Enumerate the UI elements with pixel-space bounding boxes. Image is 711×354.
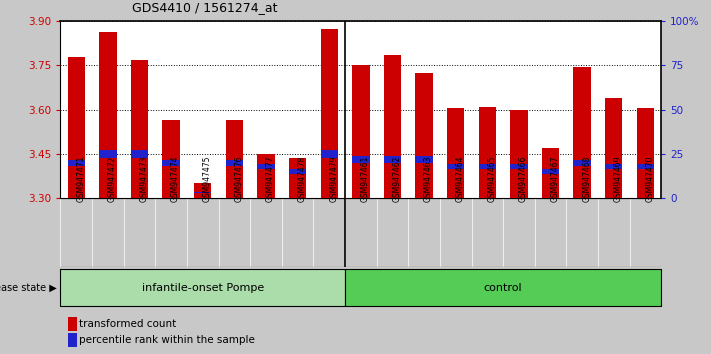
Bar <box>637 164 654 169</box>
Bar <box>257 164 274 169</box>
Bar <box>542 169 560 174</box>
Text: GDS4410 / 1561274_at: GDS4410 / 1561274_at <box>132 1 277 14</box>
Text: GSM947474: GSM947474 <box>171 155 180 202</box>
Bar <box>447 164 464 169</box>
Bar <box>99 150 117 158</box>
Text: GSM947462: GSM947462 <box>392 155 402 202</box>
Text: GSM947469: GSM947469 <box>614 155 623 202</box>
Bar <box>605 98 623 198</box>
Bar <box>225 160 243 166</box>
Bar <box>415 73 433 198</box>
Bar <box>447 108 464 198</box>
Text: GSM947466: GSM947466 <box>519 155 528 202</box>
Bar <box>574 160 591 166</box>
Bar <box>510 110 528 198</box>
Bar <box>637 108 654 198</box>
Text: GSM947479: GSM947479 <box>329 155 338 202</box>
Bar <box>225 120 243 198</box>
Bar <box>321 150 338 158</box>
Bar <box>289 158 306 198</box>
Bar <box>321 29 338 198</box>
Bar <box>68 160 85 166</box>
Text: GSM947473: GSM947473 <box>139 155 149 202</box>
Bar <box>162 160 180 166</box>
Text: GSM947471: GSM947471 <box>76 155 85 202</box>
Bar <box>162 120 180 198</box>
Bar <box>289 169 306 174</box>
Text: GSM947468: GSM947468 <box>582 155 591 202</box>
Text: GSM947470: GSM947470 <box>646 155 654 202</box>
Text: GSM947476: GSM947476 <box>235 155 243 202</box>
Text: percentile rank within the sample: percentile rank within the sample <box>79 335 255 345</box>
Text: GSM947467: GSM947467 <box>550 155 560 202</box>
Bar <box>479 164 496 169</box>
Bar <box>352 65 370 198</box>
Bar <box>194 183 211 198</box>
Bar <box>131 150 148 158</box>
Text: GSM947464: GSM947464 <box>456 155 465 202</box>
Bar <box>510 164 528 169</box>
Bar <box>479 107 496 198</box>
Bar <box>574 67 591 198</box>
Bar <box>131 59 148 198</box>
Text: disease state ▶: disease state ▶ <box>0 282 57 293</box>
FancyBboxPatch shape <box>60 269 345 306</box>
Bar <box>605 164 623 169</box>
Text: transformed count: transformed count <box>79 319 176 329</box>
Text: GSM947477: GSM947477 <box>266 155 275 202</box>
FancyBboxPatch shape <box>345 269 661 306</box>
Text: GSM947465: GSM947465 <box>487 155 496 202</box>
Text: GSM947461: GSM947461 <box>360 155 370 202</box>
Text: GSM947472: GSM947472 <box>108 155 117 202</box>
Text: infantile-onset Pompe: infantile-onset Pompe <box>141 282 264 293</box>
Bar <box>384 55 401 198</box>
Text: GSM947478: GSM947478 <box>298 155 306 202</box>
Bar <box>384 156 401 163</box>
Bar <box>257 154 274 198</box>
Text: GSM947475: GSM947475 <box>203 155 212 202</box>
Text: GSM947463: GSM947463 <box>424 155 433 202</box>
Bar <box>99 32 117 198</box>
Bar <box>352 156 370 163</box>
Bar <box>68 57 85 198</box>
Bar <box>542 148 560 198</box>
Bar <box>415 156 433 163</box>
Text: control: control <box>483 282 523 293</box>
